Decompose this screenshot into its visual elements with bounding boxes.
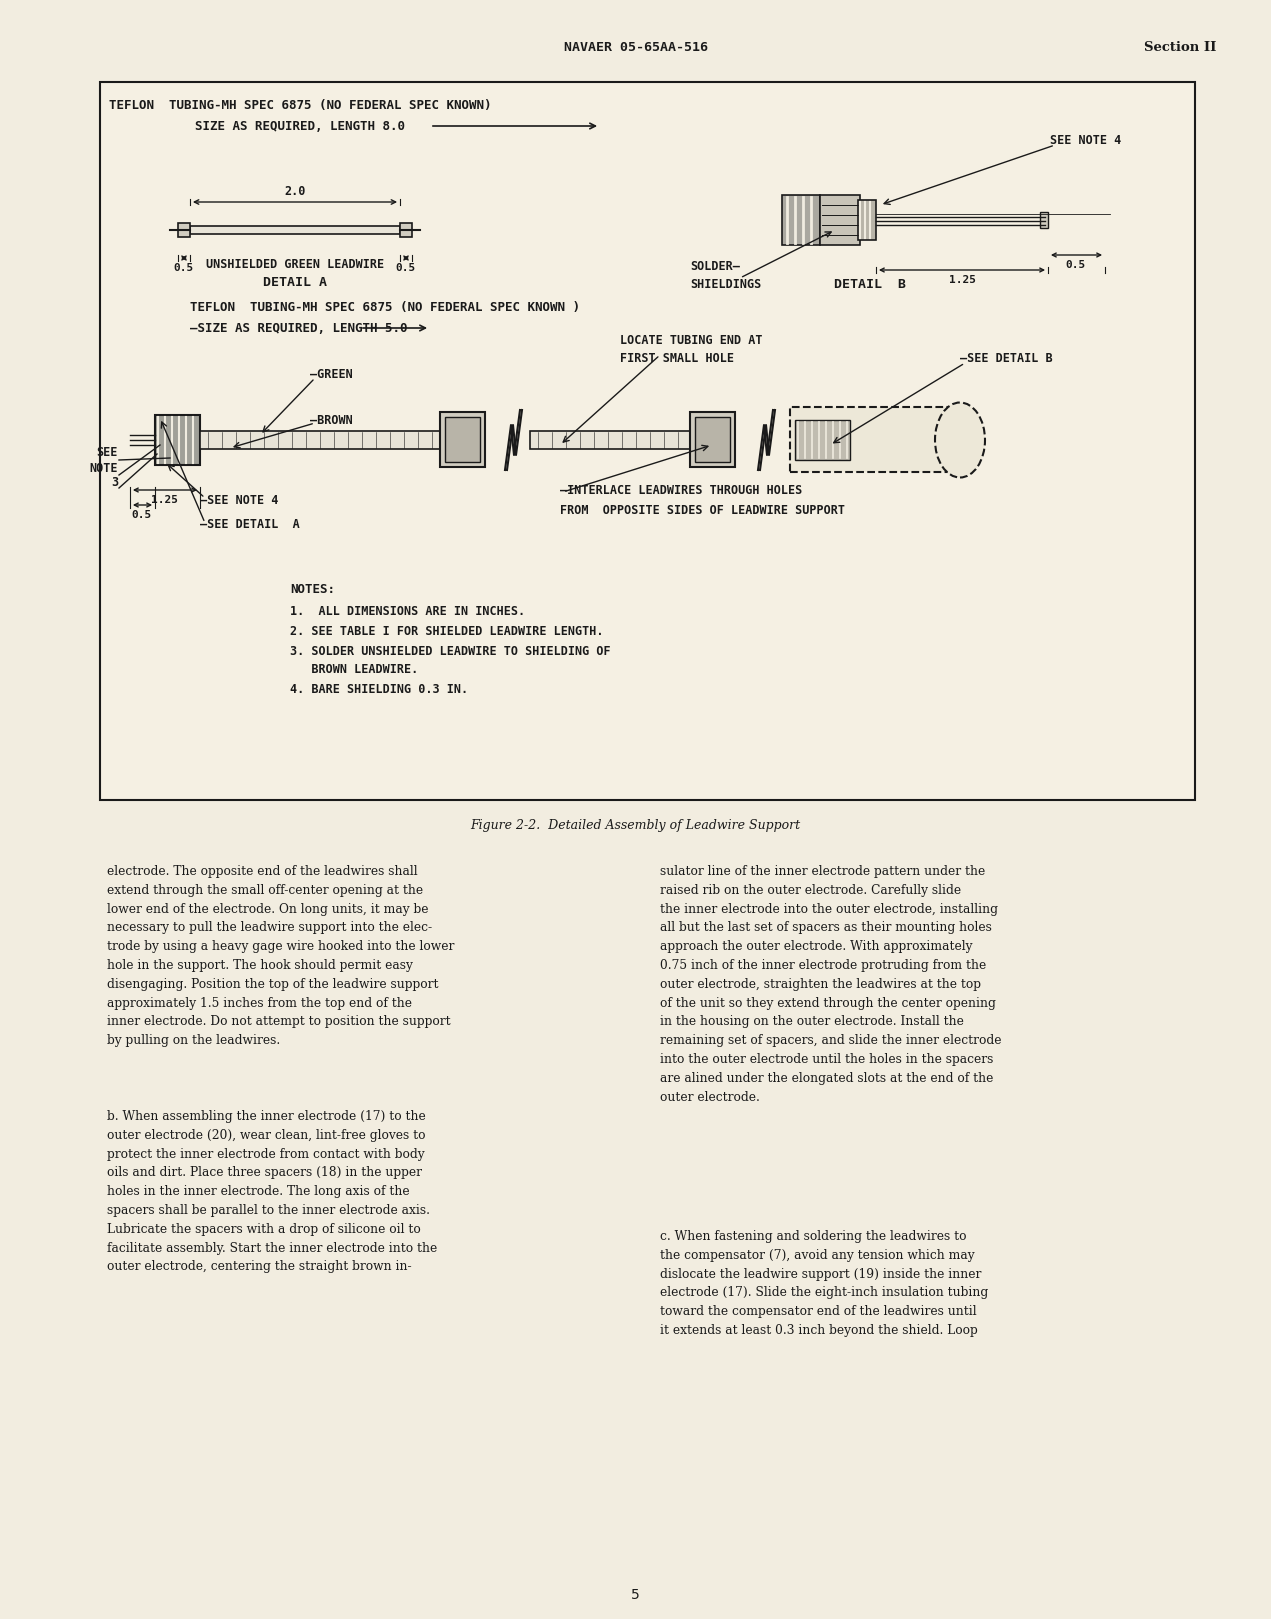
- Text: —SIZE AS REQUIRED, LENGTH 5.0: —SIZE AS REQUIRED, LENGTH 5.0: [189, 322, 408, 335]
- Text: SIZE AS REQUIRED, LENGTH 8.0: SIZE AS REQUIRED, LENGTH 8.0: [194, 120, 405, 133]
- Bar: [155, 414, 200, 465]
- Text: 1.  ALL DIMENSIONS ARE IN INCHES.: 1. ALL DIMENSIONS ARE IN INCHES.: [290, 606, 525, 618]
- Text: FIRST SMALL HOLE: FIRST SMALL HOLE: [620, 351, 733, 364]
- Text: Figure 2-2.  Detailed Assembly of Leadwire Support: Figure 2-2. Detailed Assembly of Leadwir…: [470, 819, 801, 832]
- Bar: [695, 418, 730, 463]
- Text: electrode. The opposite end of the leadwires shall
extend through the small off-: electrode. The opposite end of the leadw…: [107, 865, 454, 1047]
- Text: SEE NOTE 4: SEE NOTE 4: [1050, 133, 1121, 146]
- Bar: [445, 418, 480, 463]
- Text: sulator line of the inner electrode pattern under the
raised rib on the outer el: sulator line of the inner electrode patt…: [660, 865, 1002, 1104]
- Text: TEFLON  TUBING-MH SPEC 6875 (NO FEDERAL SPEC KNOWN): TEFLON TUBING-MH SPEC 6875 (NO FEDERAL S…: [109, 99, 492, 112]
- Text: NAVAER 05-65AA-516: NAVAER 05-65AA-516: [563, 42, 708, 55]
- Ellipse shape: [935, 403, 985, 478]
- Text: SEE: SEE: [97, 447, 118, 460]
- Text: FROM  OPPOSITE SIDES OF LEADWIRE SUPPORT: FROM OPPOSITE SIDES OF LEADWIRE SUPPORT: [561, 504, 845, 516]
- Text: —INTERLACE LEADWIRES THROUGH HOLES: —INTERLACE LEADWIRES THROUGH HOLES: [561, 484, 802, 497]
- Text: NOTE: NOTE: [89, 461, 118, 474]
- Bar: [791, 408, 949, 473]
- Text: 3. SOLDER UNSHIELDED LEADWIRE TO SHIELDING OF: 3. SOLDER UNSHIELDED LEADWIRE TO SHIELDI…: [290, 644, 610, 657]
- Text: 0.5: 0.5: [1066, 261, 1087, 270]
- Circle shape: [0, 839, 62, 902]
- Bar: [440, 413, 486, 468]
- Circle shape: [0, 238, 62, 303]
- Text: Section II: Section II: [1144, 42, 1216, 55]
- Bar: [690, 413, 735, 468]
- Text: NOTES:: NOTES:: [290, 583, 336, 596]
- Text: UNSHIELDED GREEN LEADWIRE: UNSHIELDED GREEN LEADWIRE: [206, 259, 384, 272]
- Text: TEFLON  TUBING-MH SPEC 6875 (NO FEDERAL SPEC KNOWN ): TEFLON TUBING-MH SPEC 6875 (NO FEDERAL S…: [189, 301, 580, 314]
- Text: —SEE NOTE 4: —SEE NOTE 4: [200, 494, 278, 507]
- Bar: [794, 419, 850, 460]
- Text: 0.5: 0.5: [174, 262, 194, 274]
- Bar: [189, 227, 400, 235]
- Text: —BROWN: —BROWN: [310, 413, 353, 426]
- Text: 0.5: 0.5: [395, 262, 416, 274]
- Bar: [530, 431, 690, 448]
- Bar: [400, 223, 412, 236]
- Bar: [200, 431, 440, 448]
- Text: 1.25: 1.25: [151, 495, 178, 505]
- Text: BROWN LEADWIRE.: BROWN LEADWIRE.: [290, 664, 418, 677]
- Bar: [100, 83, 1195, 800]
- Text: 2. SEE TABLE I FOR SHIELDED LEADWIRE LENGTH.: 2. SEE TABLE I FOR SHIELDED LEADWIRE LEN…: [290, 625, 604, 638]
- Bar: [820, 194, 860, 244]
- Text: 1.25: 1.25: [948, 275, 976, 285]
- Bar: [1040, 212, 1049, 228]
- Text: DETAIL  B: DETAIL B: [834, 278, 906, 291]
- Text: 0.5: 0.5: [132, 510, 153, 520]
- Text: 3: 3: [111, 476, 118, 489]
- Text: DETAIL A: DETAIL A: [263, 275, 327, 288]
- Text: —SEE DETAIL B: —SEE DETAIL B: [960, 351, 1052, 364]
- Text: —SEE DETAIL  A: —SEE DETAIL A: [200, 518, 300, 531]
- Text: SOLDER—: SOLDER—: [690, 261, 740, 274]
- Text: SHIELDINGS: SHIELDINGS: [690, 278, 761, 291]
- Text: c. When fastening and soldering the leadwires to
the compensator (7), avoid any : c. When fastening and soldering the lead…: [660, 1230, 989, 1337]
- Bar: [782, 194, 820, 244]
- Text: —GREEN: —GREEN: [310, 369, 353, 382]
- Bar: [858, 201, 876, 240]
- Text: LOCATE TUBING END AT: LOCATE TUBING END AT: [620, 334, 763, 346]
- Text: 2.0: 2.0: [285, 185, 306, 198]
- Text: 5: 5: [632, 1588, 639, 1601]
- Text: 4. BARE SHIELDING 0.3 IN.: 4. BARE SHIELDING 0.3 IN.: [290, 683, 468, 696]
- Text: b. When assembling the inner electrode (17) to the
outer electrode (20), wear cl: b. When assembling the inner electrode (…: [107, 1111, 437, 1274]
- Bar: [178, 223, 189, 236]
